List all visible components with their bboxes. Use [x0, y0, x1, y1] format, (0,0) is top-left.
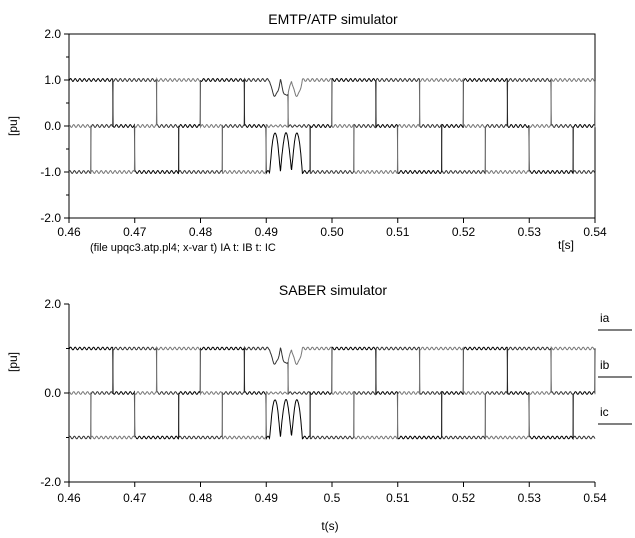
series-group	[68, 77, 596, 175]
emtp-chart: EMTP/ATP simulator [pu] 2.0 1.0 0.0 -1.0 -2.…	[6, 11, 607, 254]
x-tick-label: 0.50	[320, 225, 344, 239]
y-tick-label: -1.0	[40, 165, 61, 179]
x-tick-label: 0.51	[386, 225, 410, 239]
x-tick-label: 0.48	[189, 491, 213, 505]
chart-title: SABER simulator	[279, 282, 387, 298]
x-axis-label: t[s]	[558, 238, 574, 252]
chart-footnote: (file upqc3.atp.pl4; x-var t) IA t: IB t…	[90, 242, 276, 254]
x-ticks: 0.46 0.47 0.48 0.49 0.50 0.51 0.52 0.53 0.54	[57, 218, 607, 239]
chart-title: EMTP/ATP simulator	[268, 11, 398, 27]
saber-chart: SABER simulator [pu] 2.0 0.0 -2.0 0.46 0.47…	[6, 282, 632, 533]
x-tick-label: 0.49	[255, 491, 279, 505]
x-ticks: 0.46 0.47 0.48 0.49 0.5 0.51 0.52 0.53 0.54	[57, 482, 607, 505]
x-tick-label: 0.52	[452, 225, 476, 239]
y-ticks: 2.0 0.0 -2.0	[40, 297, 69, 489]
series-group	[68, 345, 596, 441]
x-tick-label: 0.46	[57, 225, 81, 239]
y-tick-label: 1.0	[44, 73, 61, 87]
x-tick-label: 0.53	[518, 225, 542, 239]
x-tick-label: 0.49	[255, 225, 279, 239]
y-tick-label: 2.0	[44, 27, 61, 41]
legend-label-ic: ic	[600, 405, 609, 419]
y-tick-label: 0.0	[44, 386, 61, 400]
x-tick-label: 0.47	[123, 225, 147, 239]
x-tick-label: 0.47	[123, 491, 147, 505]
x-tick-label: 0.54	[583, 491, 607, 505]
y-tick-label: -2.0	[40, 211, 61, 225]
x-tick-label: 0.52	[452, 491, 476, 505]
x-tick-label: 0.48	[189, 225, 213, 239]
legend: ia ib ic	[598, 311, 632, 425]
series-line-ic	[68, 77, 596, 175]
y-axis-label: [pu]	[6, 116, 20, 136]
y-tick-label: 2.0	[44, 297, 61, 311]
x-tick-label: 0.46	[57, 491, 81, 505]
y-axis-label: [pu]	[6, 352, 20, 372]
legend-label-ib: ib	[600, 358, 610, 372]
x-tick-label: 0.54	[583, 225, 607, 239]
x-tick-label: 0.5	[324, 491, 341, 505]
y-ticks: 2.0 1.0 0.0 -1.0 -2.0	[40, 27, 69, 225]
x-axis-label: t(s)	[321, 519, 338, 533]
y-tick-label: 0.0	[44, 119, 61, 133]
series-line-ic	[69, 345, 596, 440]
x-tick-label: 0.53	[518, 491, 542, 505]
x-tick-label: 0.51	[386, 491, 410, 505]
legend-label-ia: ia	[600, 311, 610, 325]
y-tick-label: -2.0	[40, 475, 61, 489]
